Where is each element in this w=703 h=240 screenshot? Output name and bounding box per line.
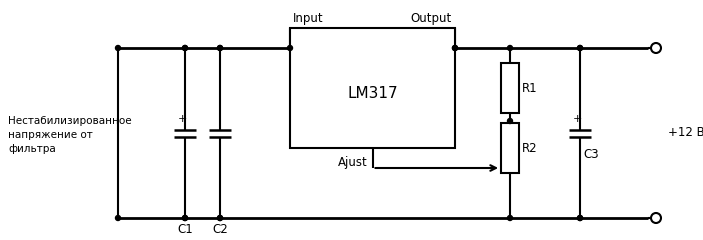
Circle shape xyxy=(217,46,223,50)
Circle shape xyxy=(183,46,188,50)
Text: +: + xyxy=(177,114,187,124)
Circle shape xyxy=(453,46,458,50)
Circle shape xyxy=(508,46,512,50)
Circle shape xyxy=(577,216,583,221)
Text: C1: C1 xyxy=(177,223,193,236)
Circle shape xyxy=(651,43,661,53)
Circle shape xyxy=(577,46,583,50)
Text: Ajust: Ajust xyxy=(337,156,368,169)
Circle shape xyxy=(217,216,223,221)
Text: фильтра: фильтра xyxy=(8,144,56,154)
Text: R1: R1 xyxy=(522,82,538,95)
Text: Нестабилизированное: Нестабилизированное xyxy=(8,116,131,126)
Text: +12 В стаб: +12 В стаб xyxy=(668,126,703,139)
Text: R2: R2 xyxy=(522,142,538,155)
Circle shape xyxy=(115,46,120,50)
Bar xyxy=(501,63,519,113)
Text: Output: Output xyxy=(411,12,452,25)
Circle shape xyxy=(577,216,583,221)
Circle shape xyxy=(217,46,223,50)
Text: напряжение от: напряжение от xyxy=(8,130,93,140)
Circle shape xyxy=(577,46,583,50)
Bar xyxy=(290,28,455,148)
Circle shape xyxy=(508,216,512,221)
Circle shape xyxy=(453,46,458,50)
Text: C3: C3 xyxy=(583,148,599,161)
Text: C2: C2 xyxy=(212,223,228,236)
Circle shape xyxy=(508,119,512,124)
Circle shape xyxy=(651,213,661,223)
Text: Input: Input xyxy=(293,12,323,25)
Circle shape xyxy=(288,46,292,50)
Circle shape xyxy=(115,216,120,221)
Circle shape xyxy=(217,216,223,221)
Circle shape xyxy=(183,46,188,50)
Circle shape xyxy=(183,216,188,221)
Text: +: + xyxy=(572,114,581,124)
Circle shape xyxy=(183,216,188,221)
Bar xyxy=(501,123,519,173)
Text: LM317: LM317 xyxy=(347,85,398,101)
